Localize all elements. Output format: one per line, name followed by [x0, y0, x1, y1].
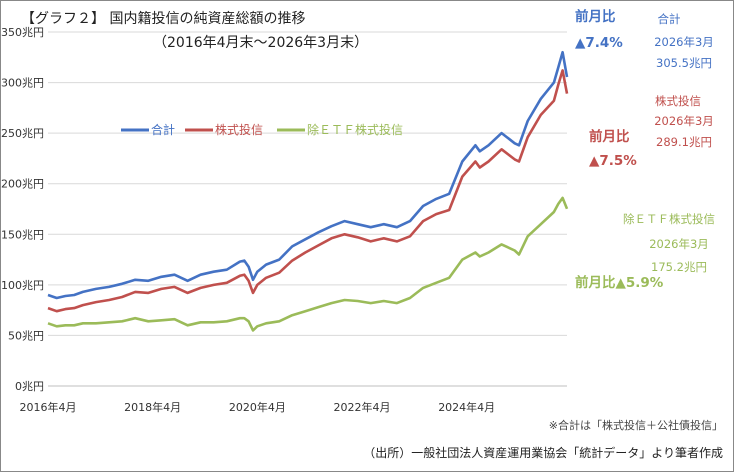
y-tick-label: 250兆円: [1, 127, 44, 140]
y-tick-label: 300兆円: [1, 77, 44, 90]
y-tick-label: 350兆円: [1, 26, 44, 39]
series-line-total: [47, 50, 569, 300]
annotation-ex-etf-mom: 前月比▲5.9%: [575, 274, 664, 291]
footnote: ※合計は「株式投信＋公社債投信」: [549, 418, 723, 432]
annotation-ex-etf-value: 175.2兆円: [651, 260, 707, 274]
x-tick-label: 2018年4月: [124, 400, 181, 414]
legend-label-ex-etf: 除ＥＴＦ株式投信: [307, 122, 403, 137]
annotation-total: 前月比 ▲7.4% 合計 2026年3月 305.5兆円: [575, 8, 714, 70]
y-tick-label: 150兆円: [1, 228, 44, 241]
annotation-total-date: 2026年3月: [654, 35, 714, 49]
annotation-equity-mom-value: ▲7.5%: [589, 153, 637, 169]
annotation-equity-date: 2026年3月: [654, 114, 714, 128]
y-tick-label: 50兆円: [8, 329, 44, 342]
legend-label-total: 合計: [151, 122, 175, 137]
legend: 合計 株式投信 除ＥＴＦ株式投信: [121, 122, 403, 137]
series-line-equity: [47, 69, 569, 313]
annotation-ex-etf: 除ＥＴＦ株式投信 2026年3月 175.2兆円 前月比▲5.9%: [575, 212, 715, 291]
annotation-ex-etf-date: 2026年3月: [649, 237, 709, 251]
annotation-total-mom-value: ▲7.4%: [575, 35, 623, 51]
x-tick-label: 2016年4月: [20, 400, 77, 414]
annotation-total-mom-label: 前月比: [575, 8, 616, 25]
source-note: （出所）一般社団法人資産運用業協会「統計データ」より筆者作成: [363, 445, 723, 460]
annotation-equity-name: 株式投信: [655, 94, 701, 108]
annotation-equity-value: 289.1兆円: [656, 135, 712, 149]
y-tick-label: 200兆円: [1, 178, 44, 191]
x-tick-label: 2024年4月: [438, 400, 495, 414]
annotation-equity-mom-label: 前月比: [589, 128, 630, 145]
annotation-equity: 株式投信 2026年3月 289.1兆円 前月比 ▲7.5%: [589, 94, 714, 169]
annotation-ex-etf-name: 除ＥＴＦ株式投信: [623, 212, 715, 226]
y-tick-label: 0兆円: [15, 380, 44, 393]
x-tick-label: 2022年4月: [334, 400, 391, 414]
x-tick-label: 2020年4月: [229, 400, 286, 414]
annotation-total-value: 305.5兆円: [656, 56, 712, 70]
chart-subtitle: （2016年4月末～2026年3月末）: [153, 35, 368, 51]
series-line-ex-etf: [47, 196, 569, 332]
grid-lines: [48, 31, 567, 336]
y-tick-label: 100兆円: [1, 279, 44, 292]
y-axis-tick-labels: 0兆円 50兆円 100兆円 150兆円 200兆円 250兆円 300兆円 350兆円: [1, 26, 44, 393]
annotation-total-name: 合計: [658, 12, 681, 26]
x-axis-tick-labels: 2016年4月 2018年4月 2020年4月 2022年4月 2024年4月: [20, 400, 496, 414]
chart-title: 【グラフ２】 国内籍投信の純資産総額の推移: [21, 10, 305, 27]
legend-label-equity: 株式投信: [215, 122, 263, 137]
series-layer: [47, 50, 569, 332]
